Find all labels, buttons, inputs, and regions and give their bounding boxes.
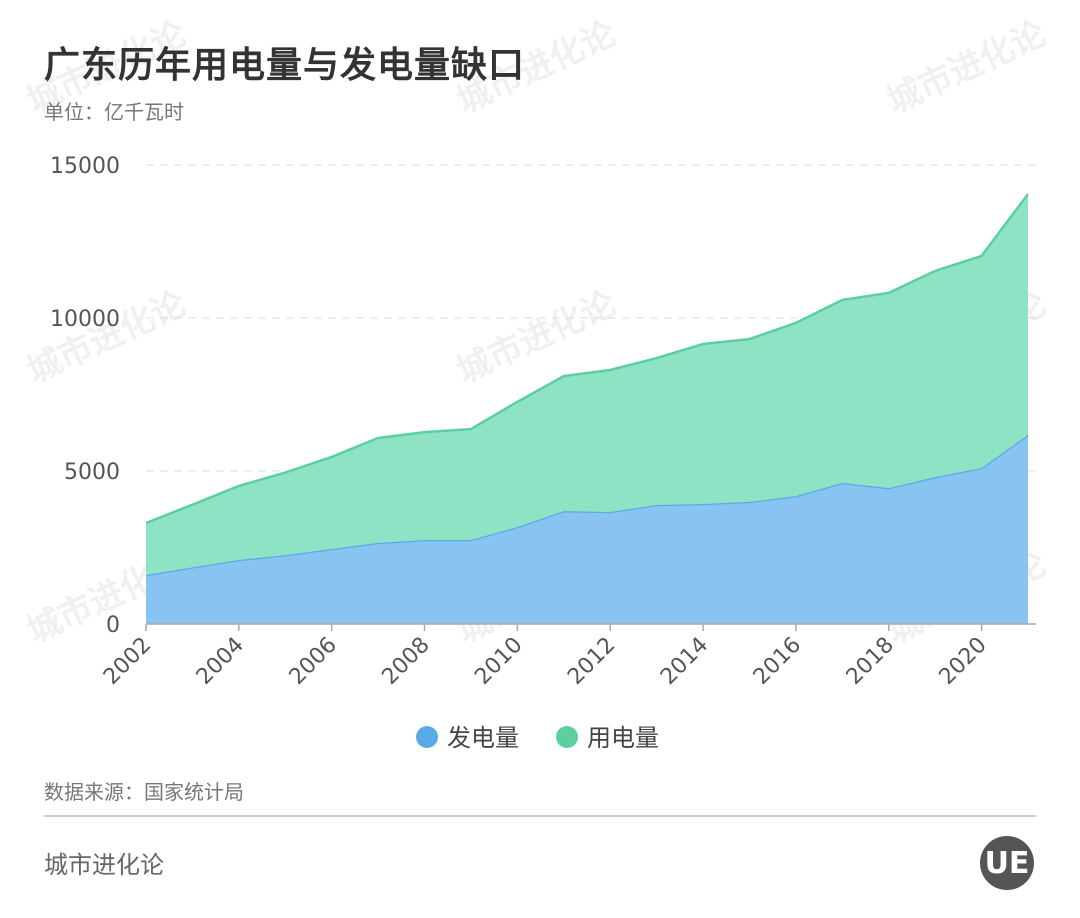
y-tick-label: 5000 [64, 460, 120, 485]
x-tick-label: 2006 [285, 633, 342, 690]
page-title: 广东历年用电量与发电量缺口 [44, 45, 526, 86]
legend-label: 发电量 [447, 724, 519, 752]
x-tick-label: 2004 [192, 633, 249, 690]
y-tick-label: 15000 [50, 154, 120, 179]
x-tick-label: 2020 [935, 633, 992, 690]
divider [44, 815, 1036, 817]
x-tick-label: 2014 [656, 633, 713, 690]
y-tick-label: 0 [106, 613, 120, 638]
x-tick-label: 2012 [563, 633, 620, 690]
x-tick-label: 2002 [99, 633, 156, 690]
x-tick-label: 2008 [377, 633, 434, 690]
area-consumption [146, 194, 1028, 576]
brand-logo: UE [980, 836, 1034, 890]
area-generation [146, 434, 1028, 624]
series-line-consumption [145, 193, 1029, 525]
x-tick-label: 2016 [749, 633, 806, 690]
legend-marker [416, 726, 438, 748]
y-tick-label: 10000 [50, 307, 120, 332]
x-tick-label: 2018 [842, 633, 899, 690]
legend-label: 用电量 [587, 724, 659, 752]
data-source: 数据来源：国家统计局 [44, 780, 244, 804]
legend-marker [556, 726, 578, 748]
unit-label: 单位：亿千瓦时 [44, 100, 184, 124]
brand-name: 城市进化论 [44, 851, 164, 879]
x-tick-label: 2010 [470, 633, 527, 690]
